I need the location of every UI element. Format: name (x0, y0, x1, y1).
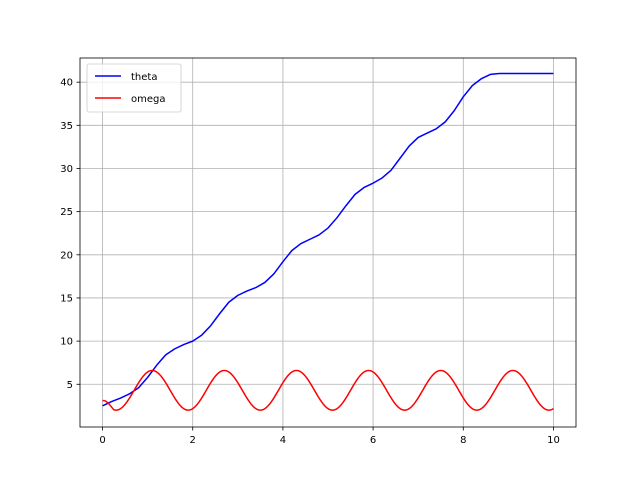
x-tick-label: 10 (547, 435, 560, 446)
y-tick-label: 10 (60, 337, 73, 348)
y-tick-label: 30 (60, 164, 73, 175)
y-tick-label: 20 (60, 250, 73, 261)
series-line-theta (102, 72, 554, 407)
legend-label-omega: omega (131, 94, 166, 105)
x-tick-label: 2 (190, 435, 196, 446)
series-layer (102, 72, 554, 411)
y-tick-label: 15 (60, 293, 73, 304)
y-tick-label: 40 (60, 78, 73, 89)
x-tick-label: 4 (280, 435, 286, 446)
grid-lines (80, 58, 576, 427)
x-tick-label: 6 (370, 435, 376, 446)
legend-label-theta: theta (131, 72, 157, 83)
x-tick-label: 0 (99, 435, 105, 446)
x-tick-label: 8 (460, 435, 466, 446)
series-line-omega (102, 369, 554, 411)
x-axis-ticks: 0 2 4 6 8 10 (99, 427, 560, 446)
y-tick-label: 35 (60, 121, 73, 132)
y-tick-label: 25 (60, 207, 73, 218)
legend: theta omega (86, 63, 182, 113)
axes-frame (79, 57, 577, 428)
y-tick-label: 5 (67, 380, 73, 391)
y-axis-ticks: 5 10 15 20 25 30 35 40 (60, 78, 80, 391)
